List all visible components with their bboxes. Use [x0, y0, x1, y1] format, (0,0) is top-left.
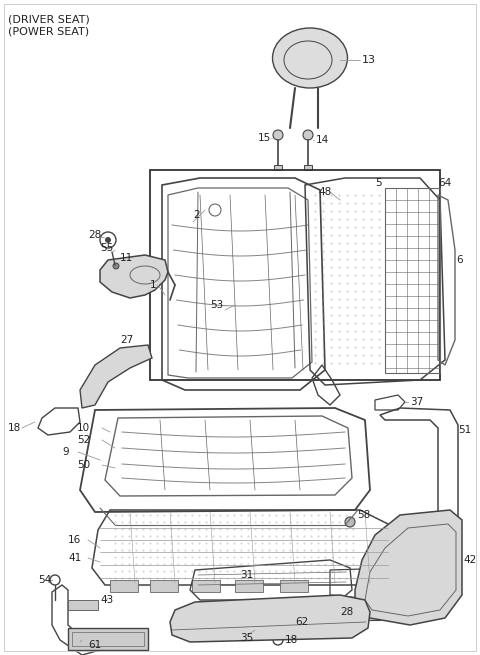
- Bar: [280, 602, 325, 624]
- Polygon shape: [355, 510, 462, 625]
- Text: 61: 61: [88, 640, 101, 650]
- Circle shape: [113, 263, 119, 269]
- Text: 58: 58: [357, 510, 370, 520]
- Circle shape: [105, 237, 111, 243]
- Text: 48: 48: [318, 187, 331, 197]
- Bar: [150, 170, 440, 380]
- Bar: [385, 188, 440, 373]
- Bar: [285, 607, 320, 619]
- Text: 2: 2: [193, 210, 200, 220]
- Circle shape: [273, 130, 283, 140]
- Text: 64: 64: [438, 178, 451, 188]
- Text: 5: 5: [375, 178, 382, 188]
- Text: (POWER SEAT): (POWER SEAT): [8, 26, 89, 36]
- Bar: [68, 600, 98, 610]
- Text: 35: 35: [240, 633, 253, 643]
- Text: 43: 43: [100, 595, 113, 605]
- Bar: [274, 165, 282, 170]
- Polygon shape: [80, 345, 152, 408]
- Bar: [235, 580, 263, 592]
- Bar: [68, 628, 148, 650]
- Text: 14: 14: [316, 135, 329, 145]
- Text: 15: 15: [258, 133, 271, 143]
- Text: 28: 28: [340, 607, 353, 617]
- Polygon shape: [170, 595, 370, 642]
- Bar: [192, 580, 220, 592]
- Circle shape: [345, 517, 355, 527]
- Text: 27: 27: [120, 335, 133, 345]
- Bar: [330, 600, 380, 620]
- Bar: [150, 580, 178, 592]
- Text: 55: 55: [100, 243, 113, 253]
- Text: 50: 50: [77, 460, 90, 470]
- Bar: [72, 632, 144, 646]
- Text: 16: 16: [68, 535, 81, 545]
- Text: 9: 9: [62, 447, 69, 457]
- Text: 1: 1: [150, 280, 156, 290]
- Bar: [280, 580, 308, 592]
- Text: 6: 6: [456, 255, 463, 265]
- Text: 53: 53: [210, 300, 223, 310]
- Text: 62: 62: [295, 617, 308, 627]
- Ellipse shape: [273, 28, 348, 88]
- Text: 18: 18: [285, 635, 298, 645]
- Text: 52: 52: [77, 435, 90, 445]
- Bar: [110, 580, 138, 592]
- Text: 41: 41: [68, 553, 81, 563]
- Text: 11: 11: [120, 253, 133, 263]
- Text: 51: 51: [458, 425, 471, 435]
- Text: 54: 54: [38, 575, 51, 585]
- Text: 10: 10: [77, 423, 90, 433]
- Text: 37: 37: [410, 397, 423, 407]
- Text: (DRIVER SEAT): (DRIVER SEAT): [8, 14, 90, 24]
- Polygon shape: [100, 255, 168, 298]
- Text: 42: 42: [463, 555, 476, 565]
- Text: 28: 28: [88, 230, 101, 240]
- Bar: [304, 165, 312, 170]
- Text: 18: 18: [8, 423, 21, 433]
- Text: 31: 31: [240, 570, 253, 580]
- Text: 13: 13: [362, 55, 376, 65]
- Circle shape: [303, 130, 313, 140]
